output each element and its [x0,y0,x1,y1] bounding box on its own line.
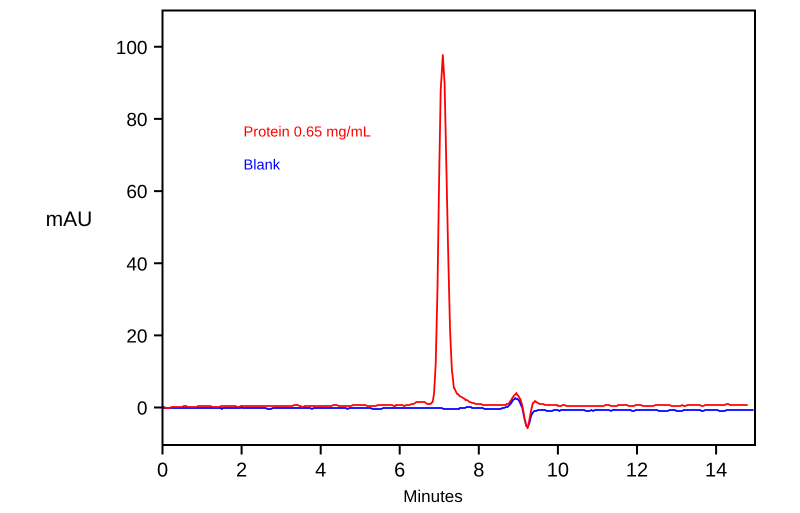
svg-text:14: 14 [705,460,727,482]
svg-text:2: 2 [236,460,247,482]
svg-text:80: 80 [126,110,147,131]
svg-text:20: 20 [126,327,147,348]
svg-text:100: 100 [116,38,148,59]
svg-text:40: 40 [126,254,147,275]
svg-text:mAU: mAU [46,208,93,231]
svg-text:10: 10 [547,460,569,482]
svg-text:12: 12 [626,460,648,482]
svg-text:0: 0 [157,460,168,482]
svg-text:0: 0 [137,399,148,420]
svg-text:Blank: Blank [244,158,281,174]
svg-text:6: 6 [394,460,405,482]
svg-text:8: 8 [473,460,484,482]
svg-text:4: 4 [315,460,326,482]
svg-text:60: 60 [126,182,147,203]
svg-text:Protein 0.65 mg/mL: Protein 0.65 mg/mL [244,125,371,141]
svg-text:Minutes: Minutes [403,487,463,506]
